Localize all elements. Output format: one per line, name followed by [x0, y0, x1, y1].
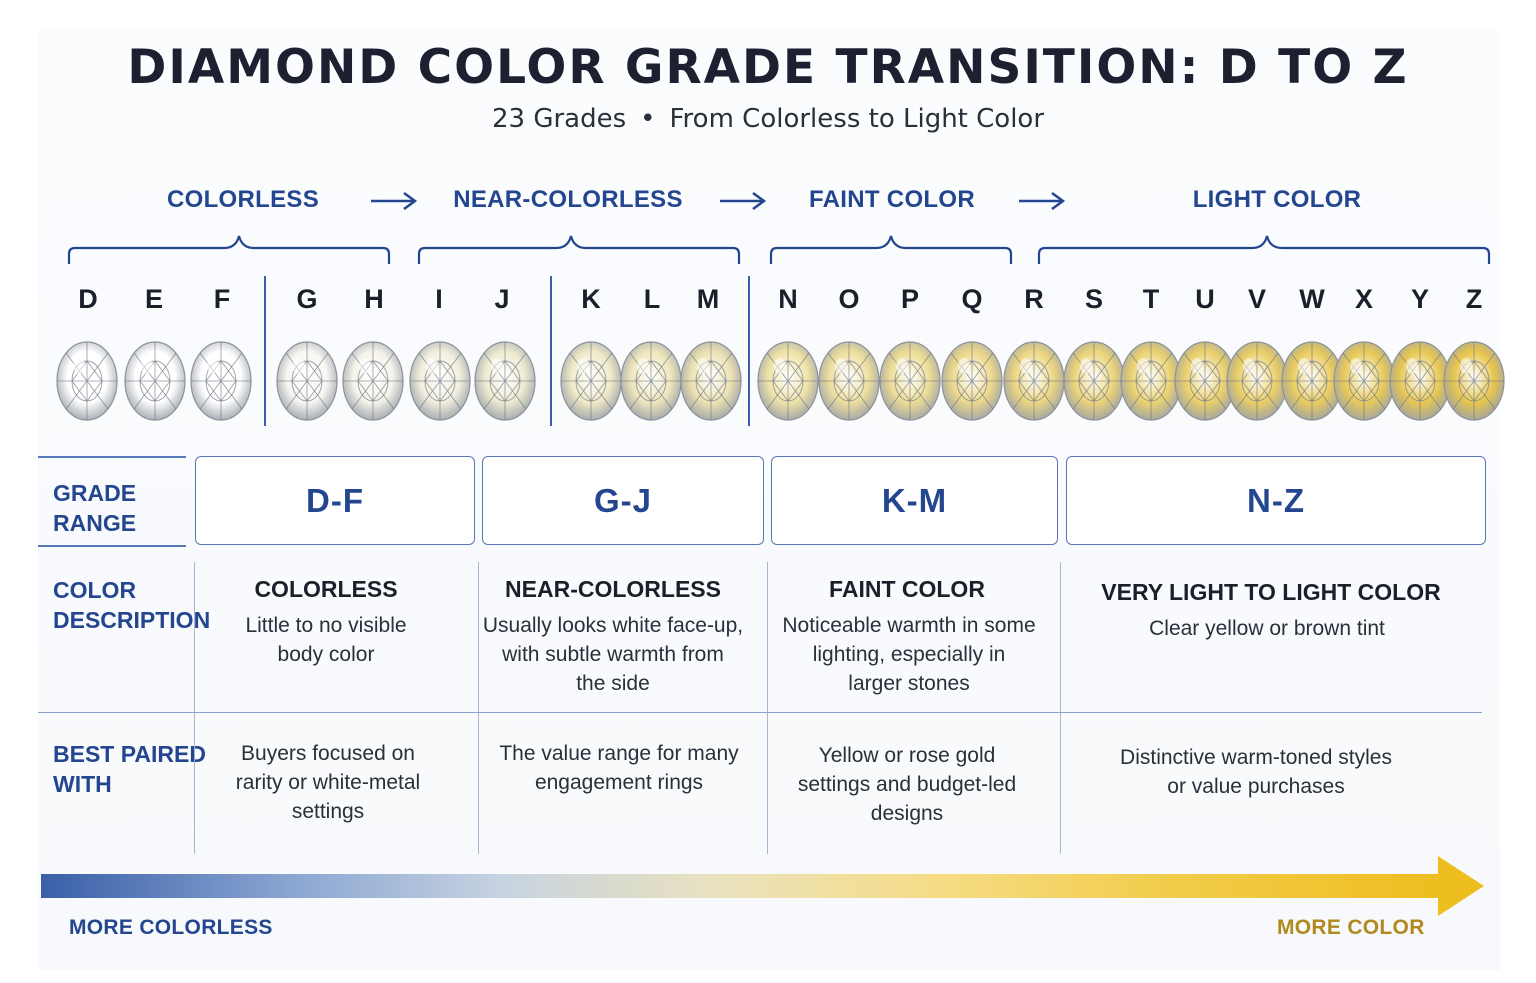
grade-letter-d: D — [78, 284, 98, 314]
description-title: FAINT COLOR — [829, 576, 985, 602]
diamond-icon-f — [190, 341, 252, 421]
diamond-icon-m — [680, 341, 742, 421]
grade-range-box: D-F — [195, 456, 475, 545]
bracket-near-colorless — [417, 235, 741, 264]
diamond-icon-h — [342, 341, 404, 421]
more-colorless-label: MORE COLORLESS — [69, 916, 273, 939]
diamond-icon-i — [409, 341, 471, 421]
grade-letter-u: U — [1195, 284, 1215, 314]
grade-letter-m: M — [696, 284, 720, 314]
description-title: NEAR-COLORLESS — [505, 576, 721, 602]
category-light-color: LIGHT COLOR — [1192, 186, 1362, 213]
grade-letter-n: N — [778, 284, 798, 314]
best-paired-text: Buyers focused on rarity or white-metal … — [235, 742, 421, 823]
grade-letter-i: I — [435, 284, 443, 314]
grade-letter-e: E — [144, 284, 164, 314]
color-scale-bar — [41, 874, 1441, 898]
description-title: COLORLESS — [254, 576, 398, 602]
diamond-icon-v — [1226, 341, 1288, 421]
diamond-icon-d — [56, 341, 118, 421]
grade-range-box: N-Z — [1066, 456, 1486, 545]
diamond-icon-j — [474, 341, 536, 421]
diamond-icon-s — [1063, 341, 1125, 421]
grade-letter-p: P — [900, 284, 920, 314]
group-separator — [264, 276, 266, 426]
category-near-colorless: NEAR-COLORLESS — [453, 186, 683, 213]
diamond-icon-o — [818, 341, 880, 421]
diamond-icon-x — [1333, 341, 1395, 421]
grade-letter-h: H — [364, 284, 384, 314]
best-paired-text: The value range for many engagement ring… — [499, 742, 739, 794]
description-text: Usually looks white face-up, with subtle… — [482, 614, 744, 695]
best-paired-text: Yellow or rose gold settings and budget-… — [797, 744, 1017, 825]
subtitle-grade-count: 23 Grades — [491, 104, 627, 134]
column-divider — [194, 562, 195, 854]
grade-letter-o: O — [838, 284, 860, 314]
grade-letter-r: R — [1024, 284, 1044, 314]
grade-range-box: K-M — [771, 456, 1058, 545]
arrow-head-icon — [1438, 856, 1484, 916]
grade-letter-x: X — [1354, 284, 1374, 314]
diamond-icon-r — [1003, 341, 1065, 421]
grade-letter-j: J — [494, 284, 510, 314]
diamond-icon-l — [620, 341, 682, 421]
best-paired-text: Distinctive warm-toned styles or value p… — [1120, 746, 1392, 798]
row-label-grade-range: GRADE RANGE — [53, 480, 137, 536]
grade-letter-q: Q — [961, 284, 983, 314]
grade-range-box: G-J — [482, 456, 764, 545]
grade-letter-g: G — [296, 284, 318, 314]
group-separator — [550, 276, 552, 426]
column-divider — [767, 562, 768, 854]
description-text: Noticeable warmth in some lighting, espe… — [782, 614, 1036, 695]
grade-letter-z: Z — [1465, 284, 1483, 314]
row-label-color-description: COLOR DESCRIPTION — [53, 577, 211, 633]
column-divider — [1060, 562, 1061, 854]
right-arrow-icon — [1019, 191, 1066, 211]
category-faint-color: FAINT COLOR — [809, 186, 975, 213]
diamond-icon-w — [1281, 341, 1343, 421]
page-title: DIAMOND COLOR GRADE TRANSITION: D TO Z — [127, 40, 1409, 95]
grade-letter-f: F — [213, 284, 231, 314]
diamond-icon-k — [560, 341, 622, 421]
category-colorless: COLORLESS — [166, 186, 320, 213]
diamond-icon-p — [879, 341, 941, 421]
bracket-faint-color — [769, 235, 1013, 264]
grade-letter-l: L — [643, 284, 661, 314]
more-color-label: MORE COLOR — [1277, 916, 1425, 939]
right-arrow-icon — [371, 191, 418, 211]
row-label-best-paired: BEST PAIRED WITH — [53, 741, 206, 797]
subtitle-range: From Colorless to Light Color — [669, 104, 1045, 134]
grade-letter-w: W — [1299, 284, 1325, 314]
description-text: Little to no visible body color — [245, 614, 407, 666]
diamond-icon-t — [1120, 341, 1182, 421]
group-separator — [748, 276, 750, 426]
grade-letter-y: Y — [1410, 284, 1430, 314]
diamond-icon-q — [941, 341, 1003, 421]
row-divider — [38, 712, 1482, 713]
subtitle: 23 Grades • From Colorless to Light Color — [0, 104, 1536, 134]
bracket-light-color — [1037, 235, 1491, 264]
grade-letter-t: T — [1142, 284, 1160, 314]
subtitle-separator: • — [640, 104, 656, 134]
column-divider — [478, 562, 479, 854]
grade-letter-v: V — [1247, 284, 1267, 314]
diamond-icon-n — [757, 341, 819, 421]
row-divider — [38, 456, 186, 458]
row-divider — [38, 545, 186, 547]
grade-letter-k: K — [581, 284, 601, 314]
description-title: VERY LIGHT TO LIGHT COLOR — [1101, 579, 1441, 605]
diamond-icon-u — [1174, 341, 1236, 421]
diamond-icon-g — [276, 341, 338, 421]
diamond-icon-e — [124, 341, 186, 421]
grade-letter-s: S — [1084, 284, 1104, 314]
diamond-icon-z — [1443, 341, 1505, 421]
description-text: Clear yellow or brown tint — [1149, 617, 1385, 640]
bracket-colorless — [67, 235, 391, 264]
right-arrow-icon — [720, 191, 767, 211]
